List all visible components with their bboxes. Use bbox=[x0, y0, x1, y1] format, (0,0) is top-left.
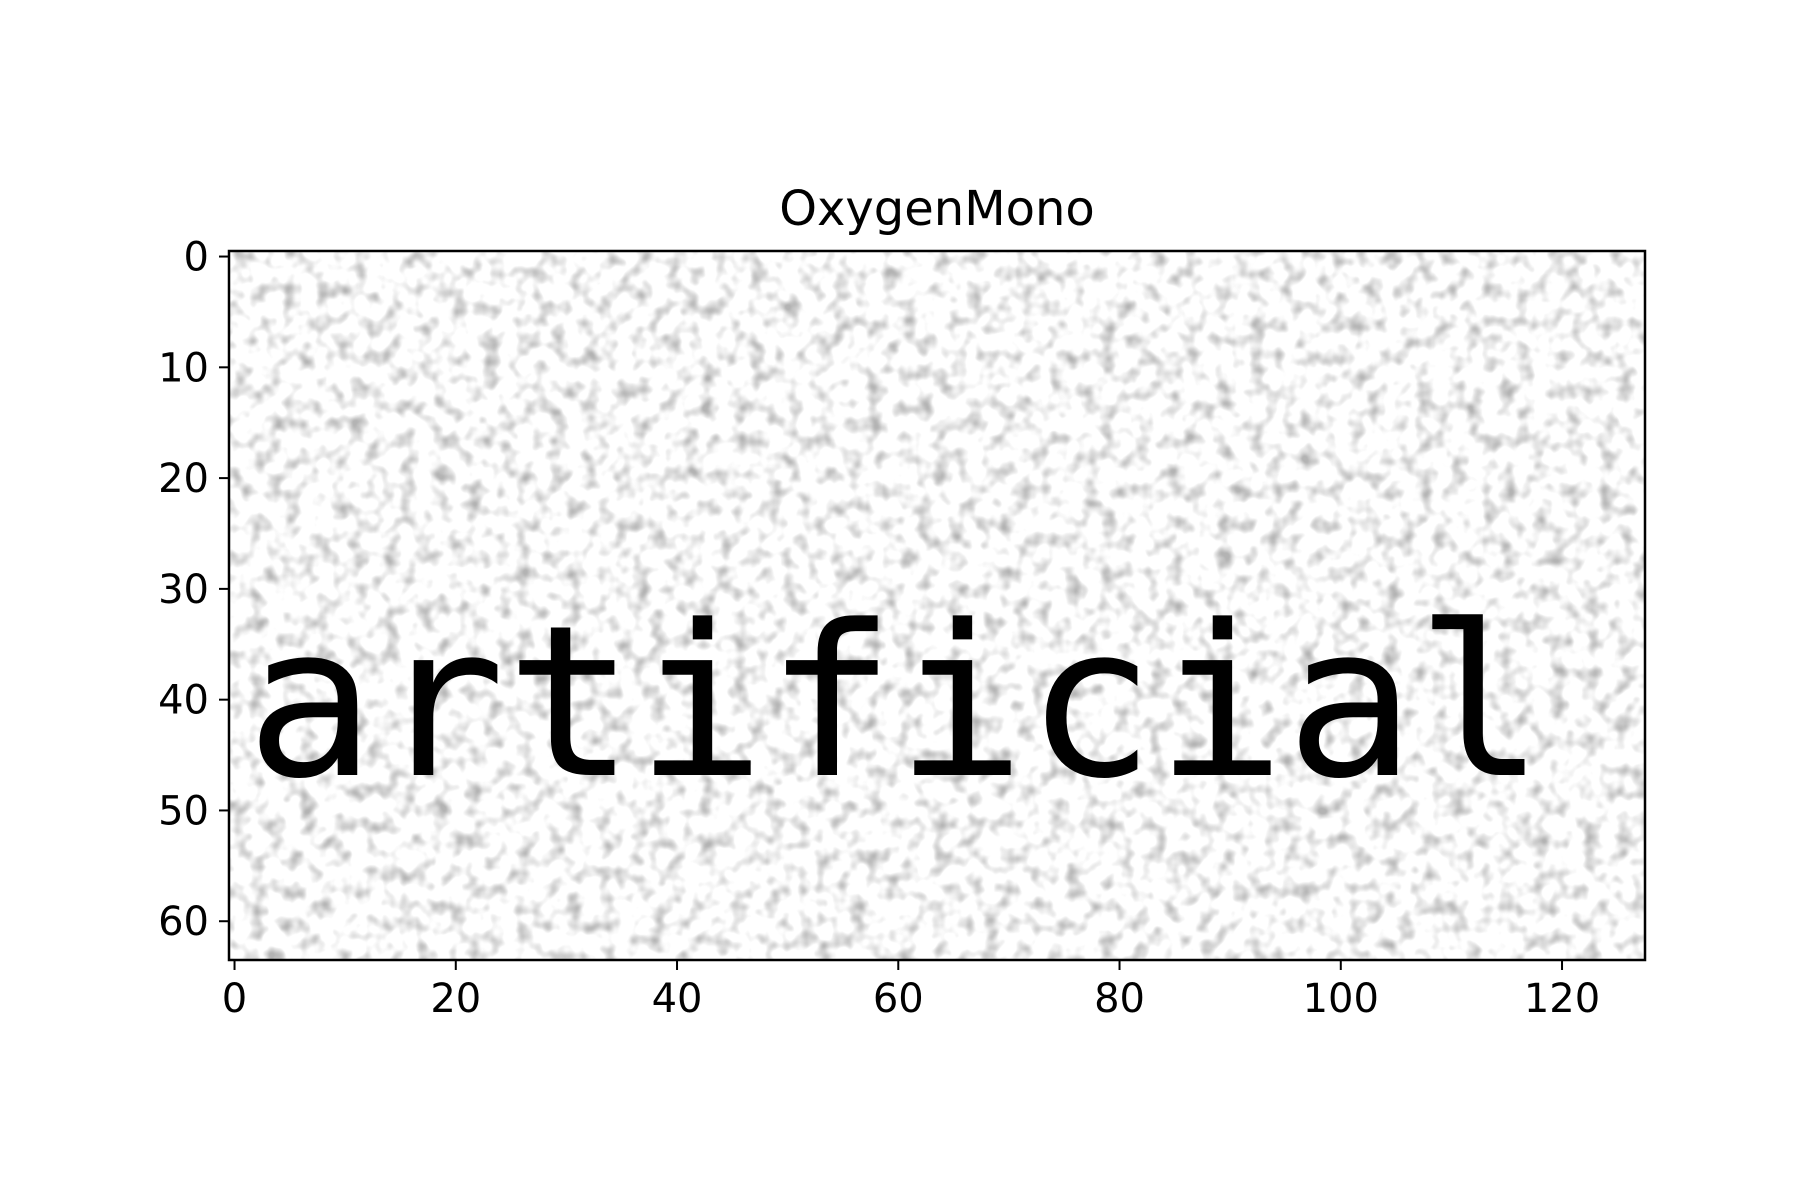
y-tick-label: 30 bbox=[158, 567, 209, 613]
x-tick-label: 0 bbox=[222, 976, 247, 1022]
image-text-artificial: artificial bbox=[246, 580, 1546, 825]
x-tick-label: 20 bbox=[430, 976, 481, 1022]
y-tick-label: 50 bbox=[158, 788, 209, 834]
x-tick-label: 40 bbox=[652, 976, 703, 1022]
chart-title: OxygenMono bbox=[779, 181, 1095, 237]
x-tick-label: 80 bbox=[1094, 976, 1145, 1022]
heatmap-image: artificial bbox=[229, 251, 1645, 960]
y-tick-label: 60 bbox=[158, 899, 209, 945]
x-tick-label: 120 bbox=[1524, 976, 1600, 1022]
image-noise bbox=[229, 251, 1645, 960]
y-tick-label: 0 bbox=[184, 235, 209, 281]
axes-frame bbox=[227, 249, 1647, 962]
y-axis: 0 10 20 30 40 50 60 bbox=[158, 235, 229, 945]
x-tick-label: 60 bbox=[873, 976, 924, 1022]
x-tick-label: 100 bbox=[1303, 976, 1379, 1022]
y-tick-label: 40 bbox=[158, 678, 209, 724]
x-axis: 0 20 40 60 80 100 120 bbox=[222, 960, 1600, 1022]
y-tick-label: 10 bbox=[158, 345, 209, 391]
y-tick-label: 20 bbox=[158, 456, 209, 502]
